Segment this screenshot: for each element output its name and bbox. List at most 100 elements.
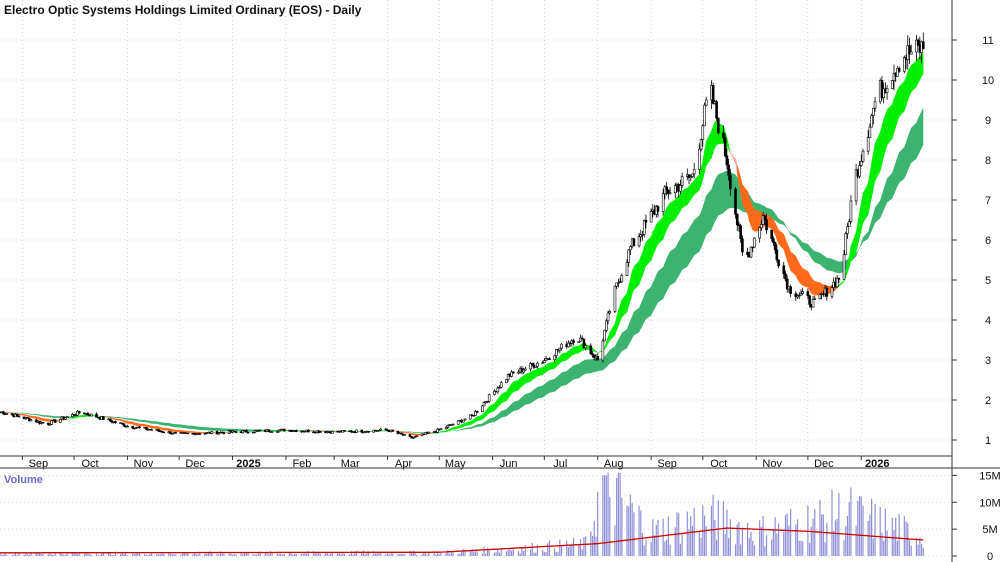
candle-body	[668, 192, 672, 195]
short-band-segment	[795, 255, 798, 280]
candle-body	[48, 424, 52, 426]
candle-body	[396, 430, 400, 434]
volume-y-tick-label: 10M	[979, 497, 1000, 509]
candle-body	[873, 101, 877, 109]
candle-body	[391, 429, 395, 432]
short-band-segment	[640, 252, 643, 281]
candle-body	[543, 360, 546, 363]
short-band-segment	[809, 274, 812, 295]
candle-body	[58, 419, 62, 423]
candle-body	[885, 88, 889, 93]
candle-body	[64, 417, 67, 420]
candle-body	[749, 246, 753, 258]
candle-body	[842, 254, 846, 280]
x-tick-label: 2025	[236, 458, 260, 470]
price-y-tick-label: 2	[985, 395, 991, 407]
candle-body	[241, 430, 245, 434]
short-band-segment	[799, 262, 802, 285]
candle-body	[775, 249, 779, 261]
candle-body	[746, 251, 749, 256]
candle-body	[729, 174, 732, 190]
short-band-segment	[905, 71, 908, 107]
candle-body	[760, 224, 763, 228]
candle-body	[591, 353, 594, 356]
short-band-segment	[802, 268, 809, 288]
candle-body	[487, 394, 491, 402]
short-band-segment	[532, 370, 535, 381]
candle-body	[463, 418, 467, 421]
candle-body	[86, 413, 90, 416]
candle-body	[462, 419, 465, 423]
short-band-segment	[545, 363, 548, 373]
candle-body	[903, 57, 906, 72]
candle-body	[186, 432, 190, 435]
candle-body	[608, 311, 612, 314]
candle-body	[692, 169, 696, 175]
candle-body	[701, 125, 705, 140]
candle-body	[267, 429, 271, 432]
price-y-tick-label: 6	[985, 235, 991, 247]
candle-body	[303, 431, 307, 433]
candle-body	[169, 431, 172, 435]
candle-body	[548, 358, 551, 361]
candle-body	[72, 414, 76, 416]
candle-body	[777, 259, 780, 267]
candle-body	[41, 422, 45, 424]
short-band-segment	[156, 426, 159, 430]
candle-body	[846, 226, 849, 234]
candle-body	[529, 363, 532, 370]
candle-body	[858, 165, 861, 177]
candle-body	[835, 277, 839, 288]
short-band-segment	[909, 64, 912, 97]
short-band-segment	[797, 259, 800, 283]
candle-body	[606, 312, 610, 322]
candle-body	[251, 431, 255, 434]
price-y-tick-label: 7	[985, 195, 991, 207]
candle-body	[629, 246, 632, 251]
candle-body	[661, 193, 665, 212]
candle-body	[541, 362, 544, 364]
candle-body	[770, 229, 773, 240]
candle-body	[534, 365, 538, 368]
candle-body	[605, 320, 608, 331]
candle-body	[915, 39, 918, 53]
candle-body	[510, 371, 513, 377]
candle-body	[830, 287, 834, 297]
short-band-segment	[414, 433, 418, 436]
short-band-segment	[175, 429, 182, 433]
candle-body	[276, 431, 279, 433]
short-band-segment	[180, 430, 183, 433]
short-band-segment	[663, 211, 666, 240]
candle-body	[408, 434, 412, 437]
candle-body	[890, 80, 894, 89]
candle-body	[5, 413, 9, 415]
short-band-segment	[523, 374, 526, 386]
x-tick-label: May	[445, 458, 466, 470]
short-moving-average-band	[0, 52, 924, 436]
short-band-segment	[690, 182, 693, 201]
candle-body	[882, 88, 885, 98]
short-band-segment	[771, 216, 774, 232]
candle-body	[680, 176, 684, 186]
price-y-tick-label: 1	[985, 435, 991, 447]
short-band-segment	[907, 68, 910, 101]
short-band-segment	[185, 430, 188, 433]
short-band-segment	[566, 350, 569, 361]
short-band-segment	[36, 416, 39, 420]
candle-body	[572, 340, 575, 343]
candle-body	[704, 99, 708, 106]
short-band-segment	[39, 417, 42, 421]
candle-body	[232, 430, 236, 433]
candle-body	[567, 342, 570, 348]
candle-body	[627, 249, 631, 263]
short-band-segment	[899, 80, 905, 118]
short-band-segment	[692, 179, 695, 198]
candle-body	[558, 347, 562, 351]
short-band-segment	[681, 187, 688, 209]
short-band-segment	[904, 77, 907, 112]
short-band-segment	[750, 202, 753, 231]
candle-body	[897, 67, 901, 72]
short-band-segment	[511, 381, 514, 395]
candle-body	[360, 429, 364, 433]
short-band-segment	[513, 379, 519, 393]
